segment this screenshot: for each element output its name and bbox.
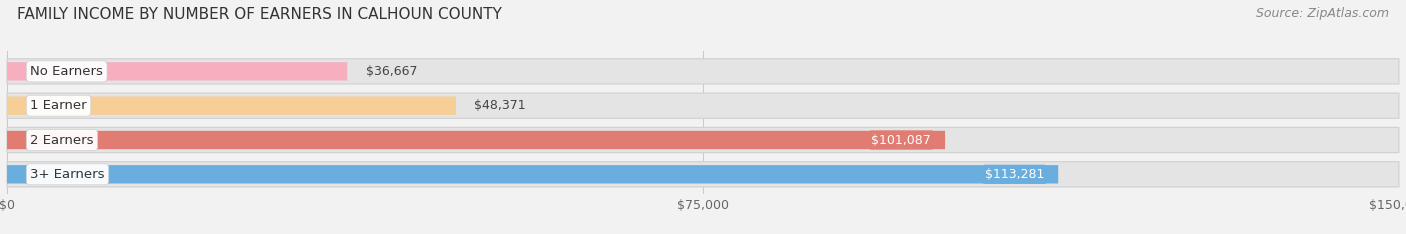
- FancyBboxPatch shape: [7, 127, 1399, 153]
- Text: Source: ZipAtlas.com: Source: ZipAtlas.com: [1256, 7, 1389, 20]
- Text: $48,371: $48,371: [474, 99, 526, 112]
- Text: $113,281: $113,281: [986, 168, 1045, 181]
- Text: 3+ Earners: 3+ Earners: [31, 168, 104, 181]
- Text: 1 Earner: 1 Earner: [31, 99, 87, 112]
- FancyBboxPatch shape: [7, 62, 347, 80]
- FancyBboxPatch shape: [7, 165, 1059, 183]
- Text: No Earners: No Earners: [31, 65, 103, 78]
- FancyBboxPatch shape: [7, 59, 1399, 84]
- FancyBboxPatch shape: [7, 96, 456, 115]
- Text: $36,667: $36,667: [366, 65, 418, 78]
- Text: 2 Earners: 2 Earners: [31, 134, 94, 146]
- FancyBboxPatch shape: [7, 131, 945, 149]
- FancyBboxPatch shape: [7, 162, 1399, 187]
- FancyBboxPatch shape: [7, 93, 1399, 118]
- Text: FAMILY INCOME BY NUMBER OF EARNERS IN CALHOUN COUNTY: FAMILY INCOME BY NUMBER OF EARNERS IN CA…: [17, 7, 502, 22]
- Text: $101,087: $101,087: [872, 134, 931, 146]
